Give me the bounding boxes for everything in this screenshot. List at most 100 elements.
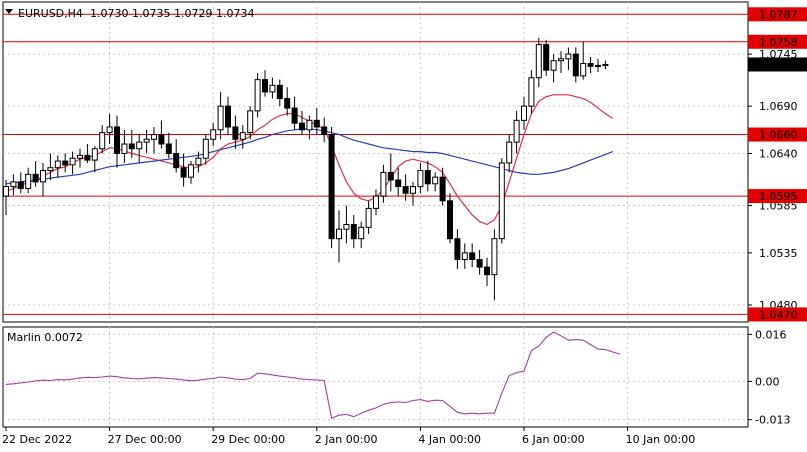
time-tick-label: 4 Jan 00:00 [418,433,481,446]
candle-bear [350,223,357,240]
candle-bear [180,167,187,178]
candle-bull [513,119,520,143]
candle-bear [587,63,594,67]
candle-bull [373,195,379,209]
candle-bull [358,226,365,240]
price-tick-label: 1.0690 [759,100,798,113]
candle-bull [535,44,542,79]
candle-bull [491,238,498,276]
candle-bull [498,162,505,240]
candle-bear [32,173,39,183]
candle-bull [99,132,106,150]
candle-bull [10,181,17,188]
candle-bull [595,64,601,67]
candle-bear [439,176,446,202]
level-price-tag [748,307,807,322]
candle-bull [69,157,76,166]
candle-bear [469,252,476,261]
candle-bear [402,186,409,194]
candle-bull [210,129,217,140]
candle-bull [47,167,54,172]
candle-bull [91,148,98,161]
candle-bear [165,143,172,154]
current-price-label: 1.0734 [759,58,798,71]
price-tick-label: 1.0640 [759,147,798,160]
candle-bull [461,252,468,261]
candle-bull [106,126,113,134]
time-tick-label: 29 Dec 00:00 [211,433,285,446]
symbol-label: EURUSD,H4 [18,7,83,20]
candle-bull [151,134,157,140]
candle-bull [77,154,83,159]
time-tick-label: 27 Dec 00:00 [108,433,182,446]
candle-bull [306,119,313,131]
indicator-panel [2,326,749,428]
indicator-tick-label: -0.013 [755,414,790,427]
candle-bear [328,134,335,240]
indicator-line [5,331,621,419]
candle-bull [188,164,194,178]
candle-bull [410,186,416,194]
candle-bear [114,126,120,154]
menu-triangle-icon [5,9,13,14]
candle-bull [565,53,572,60]
level-price-label: 1.0595 [759,190,798,203]
candle-bull [506,141,513,164]
candle-bull [365,207,372,228]
candle-bull [217,105,224,131]
candle-bull [3,186,9,197]
candle-bull [195,157,202,166]
candle-bear [476,259,483,268]
candle-bull [25,173,32,190]
candle-bear [232,126,239,140]
candle-bull [558,58,564,62]
indicator-label: Marlin 0.0072 [7,331,83,344]
candle-bear [454,238,461,261]
candle-bull [54,160,61,169]
time-tick-label: 22 Dec 2022 [2,433,72,446]
price-tick-label: 1.0535 [759,247,798,260]
candle-bear [321,126,328,136]
candle-bull [202,138,209,159]
candle-bull [143,138,150,143]
level-price-tag [748,7,807,22]
indicator-tick-label: 0.00 [755,375,780,388]
candle-bear [299,122,305,131]
candle-bull [550,60,557,71]
candle-bull [254,79,261,112]
candle-bull [247,110,254,134]
candle-bear [447,200,453,240]
candle-bull [336,228,342,240]
candle-bear [128,143,135,150]
candle-bull [602,63,609,66]
level-price-label: 1.0787 [759,8,798,21]
candle-bear [543,44,550,71]
candle-bear [173,152,180,169]
main-panel [2,1,749,323]
current-price-tag [748,57,807,72]
candle-bull [528,77,535,107]
indicator-tick-label: 0.016 [755,328,787,341]
candle-bull [343,223,350,230]
candle-bear [284,98,291,109]
level-price-tag [748,189,807,204]
candle-bear [424,170,431,185]
candle-bear [262,79,268,93]
candle-bull [40,170,46,183]
candle-bear [484,266,490,276]
ohlc-label: 1.0730 1.0735 1.0729 1.0734 [90,7,254,20]
level-price-tag [748,127,807,142]
candle-bear [572,53,579,77]
candle-bull [380,171,387,197]
candle-bear [313,119,320,128]
candle-bear [84,154,91,161]
level-price-tag [748,34,807,49]
candle-bear [158,134,165,145]
candle-bull [121,143,128,154]
candle-bull [432,176,439,185]
candle-bear [291,107,298,124]
level-price-label: 1.0758 [759,36,798,49]
candle-bull [239,132,246,140]
time-tick-label: 10 Jan 00:00 [626,433,696,446]
